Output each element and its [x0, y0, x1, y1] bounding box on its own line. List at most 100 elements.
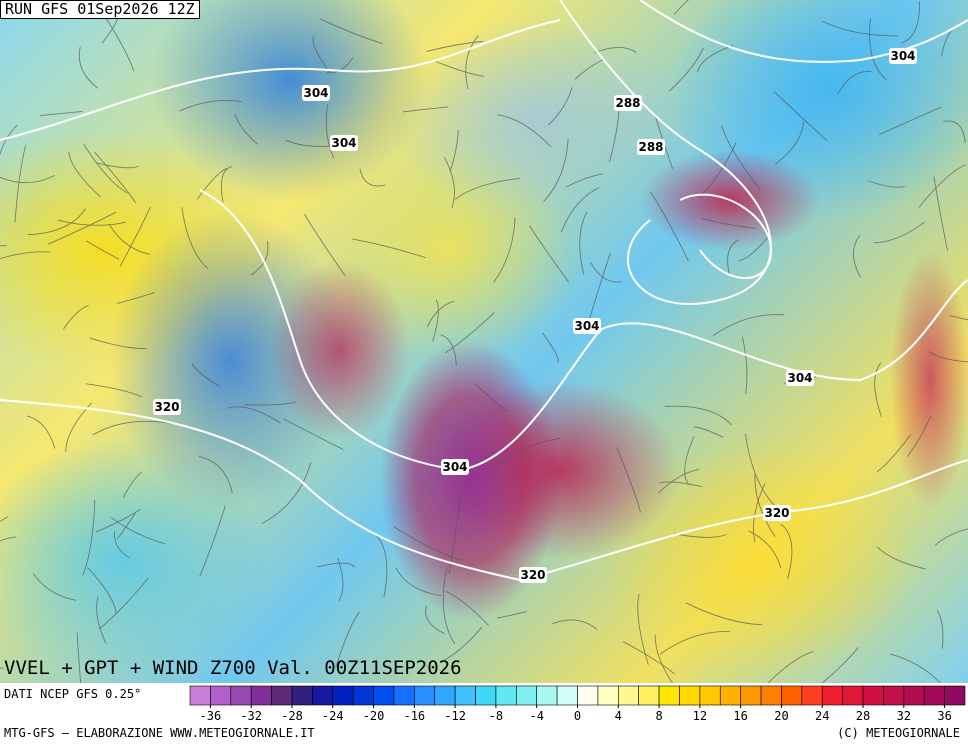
contour-label-box	[614, 95, 642, 111]
streamline	[432, 299, 439, 342]
streamline	[0, 124, 18, 156]
streamline	[0, 174, 56, 184]
colorbar-swatch	[597, 685, 619, 706]
streamline	[282, 418, 344, 450]
colorbar-swatch	[536, 685, 558, 706]
colorbar-swatch	[862, 685, 884, 706]
streamline	[876, 433, 912, 473]
streamline	[780, 523, 793, 580]
streamline	[594, 46, 637, 54]
streamline	[325, 103, 335, 159]
streamline	[744, 433, 776, 507]
streamline	[359, 168, 386, 187]
colorbar-swatch	[740, 685, 762, 706]
contour-label: 288	[638, 140, 663, 154]
contours	[0, 0, 968, 580]
streamline	[901, 1, 921, 44]
streamline	[110, 517, 165, 545]
streamline	[654, 634, 673, 683]
streamline	[684, 436, 695, 485]
streamline	[0, 251, 51, 260]
streamline	[443, 626, 483, 661]
footer-right: (C) METEOGIORNALE	[837, 726, 960, 740]
contour	[679, 193, 773, 279]
streamline	[426, 300, 455, 328]
streamline	[312, 35, 330, 72]
streamline	[699, 142, 737, 197]
contour	[0, 399, 968, 582]
colorbar-tick-label: 8	[655, 709, 662, 723]
colorbar-swatch	[556, 685, 578, 706]
streamline	[78, 46, 99, 89]
streamline	[0, 516, 9, 522]
colorbar-swatch	[944, 685, 966, 706]
streamline	[108, 223, 150, 255]
streamline	[393, 526, 463, 561]
streamline	[918, 164, 966, 208]
streamline	[82, 143, 128, 194]
colorbar-swatch	[821, 685, 843, 706]
contour-label: 304	[574, 319, 599, 333]
streamline	[493, 217, 516, 283]
colorbar-tick-label: -12	[444, 709, 466, 723]
contour-label: 304	[890, 49, 915, 63]
streamline	[579, 211, 588, 275]
colorbar-tick-label: 24	[815, 709, 829, 723]
map-overlay: 304 304 288 288 304 320 304 304 304 320 320	[0, 0, 968, 683]
streamline	[622, 641, 676, 675]
contour-label-box	[330, 135, 358, 151]
streamline	[852, 235, 861, 278]
colorbar-tick-label: -32	[240, 709, 262, 723]
streamline	[435, 61, 485, 77]
streamline	[0, 245, 7, 247]
streamline	[95, 162, 139, 169]
colorbar-swatch	[495, 685, 517, 706]
contour-label: 304	[787, 371, 812, 385]
streamline	[727, 239, 740, 275]
colorbar-swatch	[923, 685, 945, 706]
colorbar-swatch	[699, 685, 721, 706]
streamline	[674, 533, 727, 538]
streamline	[317, 562, 355, 568]
streamline	[319, 18, 383, 45]
streamline	[199, 505, 226, 577]
streamline	[94, 151, 137, 204]
colorbar-swatch	[658, 685, 680, 706]
streamline	[179, 100, 242, 112]
streamline	[39, 110, 83, 116]
streamline	[775, 121, 805, 165]
streamline	[659, 481, 702, 488]
contour-label-box	[637, 139, 665, 155]
colorbar-tick-label: -24	[322, 709, 344, 723]
colorbar-tick-label: -20	[363, 709, 385, 723]
colorbar-swatch	[373, 685, 395, 706]
streamline	[867, 180, 905, 188]
streamline	[426, 41, 484, 52]
colorbar-swatch	[801, 685, 823, 706]
colorbar-swatch	[617, 685, 639, 706]
colorbar-swatch	[414, 685, 436, 706]
contour-label-box	[763, 505, 791, 521]
streamline	[694, 426, 724, 438]
contour-label: 320	[154, 400, 179, 414]
streamline	[454, 177, 520, 200]
streamline	[497, 114, 552, 148]
contour-label-box	[786, 370, 814, 386]
streamline	[82, 499, 96, 576]
streamline	[116, 292, 155, 304]
colorbar-swatch	[393, 685, 415, 706]
streamline	[57, 219, 126, 226]
colorbar-tick-label: -28	[281, 709, 303, 723]
colorbar-swatch	[230, 685, 252, 706]
streamline	[425, 605, 446, 635]
streamline	[234, 113, 258, 145]
contour	[559, 0, 772, 305]
streamline	[0, 536, 17, 542]
contour	[0, 19, 561, 141]
streamline	[117, 513, 136, 540]
streamline	[76, 632, 82, 683]
streamline	[542, 332, 559, 363]
streamline	[873, 221, 925, 244]
streamline	[721, 125, 762, 191]
colorbar-tick-label: -8	[489, 709, 503, 723]
